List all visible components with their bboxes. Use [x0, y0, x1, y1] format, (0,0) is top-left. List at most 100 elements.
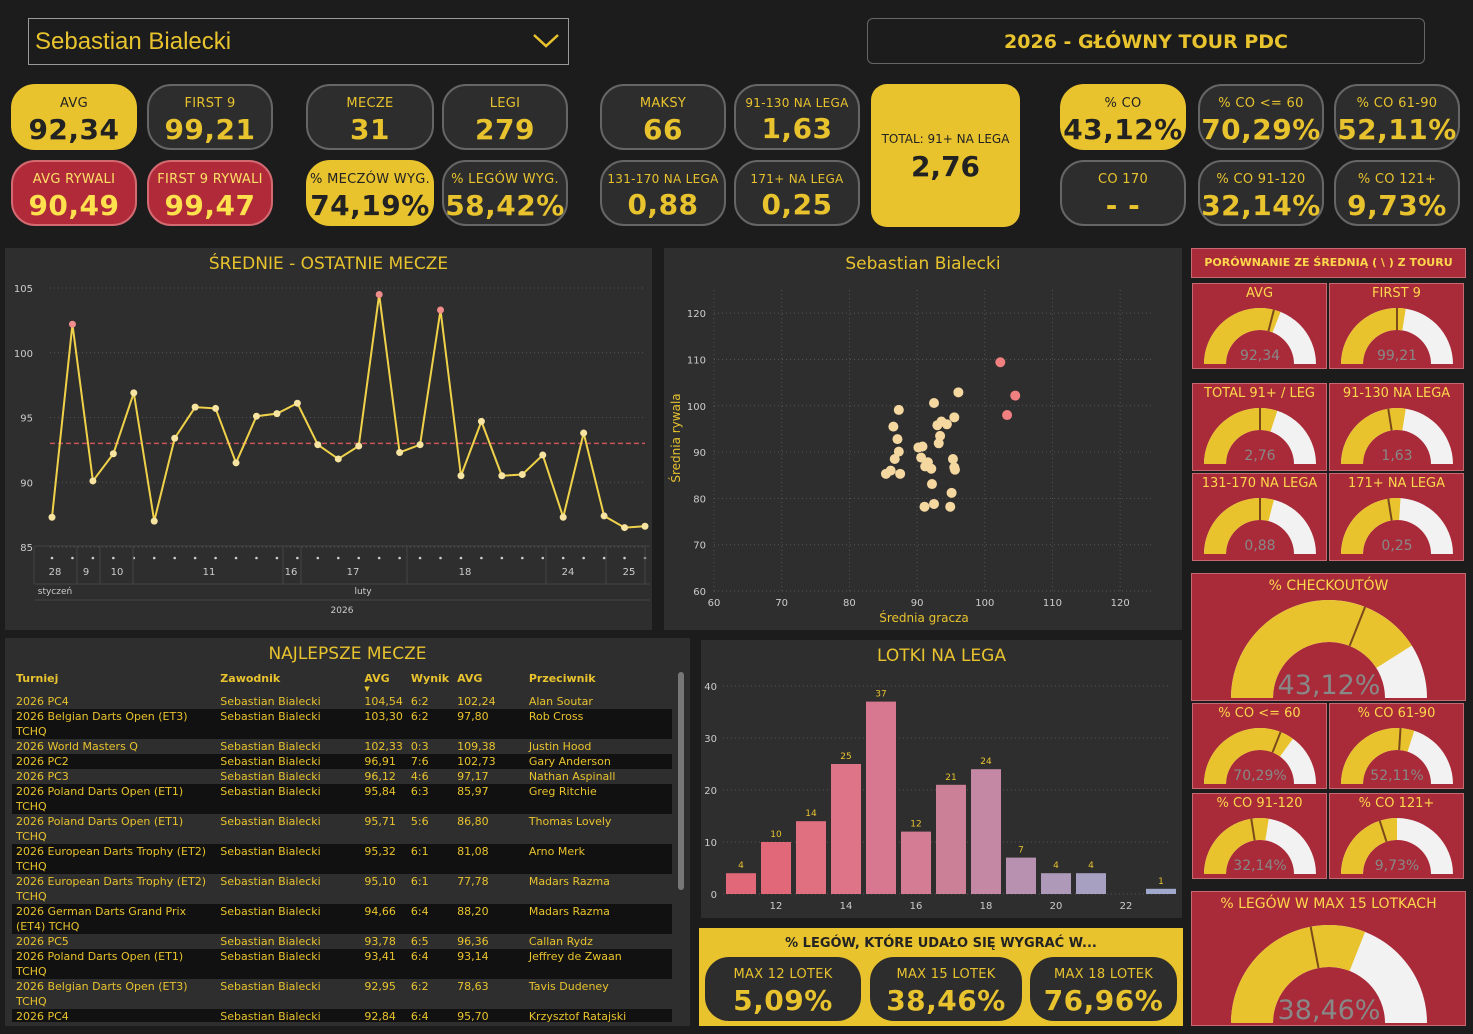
data-point[interactable] [48, 513, 56, 521]
table-row[interactable]: 2026 PC2 Sebastian Bialecki 96,91 7:6 102,73… [12, 754, 672, 769]
scatter-point[interactable] [929, 498, 939, 509]
bar[interactable] [796, 821, 826, 894]
scatter-point[interactable] [920, 461, 931, 472]
scatter-point[interactable] [933, 438, 944, 449]
data-point[interactable] [130, 389, 138, 397]
bar[interactable] [1041, 873, 1071, 894]
gauge-label: 171+ NA LEGA [1347, 476, 1445, 491]
data-point[interactable] [252, 412, 260, 420]
column-header[interactable]: Turniej [16, 672, 59, 685]
table-row[interactable]: 2026 PC4 Sebastian Bialecki 104,54 6:2 102,2… [12, 694, 672, 709]
scatter-point[interactable] [995, 357, 1006, 368]
bar[interactable] [761, 842, 791, 894]
table-row[interactable]: 2026 Belgian Darts Open (ET3) TCHQ Sebast… [12, 709, 672, 739]
scatter-point[interactable] [929, 397, 939, 408]
bar[interactable] [1146, 888, 1176, 894]
table-row[interactable]: 2026 World Masters Q Sebastian Bialecki 10… [12, 739, 672, 754]
win-max12: MAX 12 LOTEK 5,09% [705, 957, 861, 1021]
scatter-point[interactable] [917, 441, 928, 452]
column-header[interactable]: Wynik [410, 672, 450, 685]
scatter-point[interactable] [888, 421, 899, 432]
table-row[interactable]: 2026 Poland Darts Open (ET1) TCHQ Sebasti… [12, 949, 672, 979]
scatter-point[interactable] [941, 419, 952, 430]
scatter-point[interactable] [892, 434, 903, 445]
bar[interactable] [831, 764, 861, 894]
scatter-point[interactable] [947, 454, 958, 465]
chevron-down-icon[interactable] [532, 31, 560, 51]
scatter-point[interactable] [945, 501, 956, 512]
scatter-point[interactable] [1002, 410, 1013, 421]
data-point[interactable] [498, 472, 506, 480]
table-row[interactable]: 2026 European Darts Trophy (ET2) TCHQ Seb… [12, 844, 672, 874]
tick-dot [193, 556, 197, 560]
line-chart: 105 100 95 90 85 28 9 10 11 16 17 18 24 25 styczeń luty… [14, 284, 650, 616]
data-point[interactable] [416, 441, 424, 449]
gauge-fill [1231, 925, 1366, 1023]
bar[interactable] [971, 769, 1001, 894]
data-point[interactable] [621, 524, 629, 532]
data-point[interactable] [232, 459, 240, 467]
data-point[interactable] [212, 404, 220, 412]
data-point[interactable] [150, 517, 158, 525]
table-cell: 96,12 [364, 770, 396, 783]
scatter-point[interactable] [949, 412, 960, 423]
scatter-point[interactable] [946, 487, 957, 498]
column-header[interactable]: AVG [457, 672, 483, 685]
scatter-point[interactable] [895, 468, 906, 479]
data-point[interactable] [68, 320, 76, 328]
bar[interactable] [901, 831, 931, 894]
data-point[interactable] [641, 522, 649, 530]
scatter-point[interactable] [880, 468, 891, 479]
scatter-point[interactable] [893, 404, 904, 415]
data-point[interactable] [375, 290, 383, 298]
bar[interactable] [1006, 857, 1036, 894]
bar[interactable] [936, 784, 966, 894]
table-row[interactable]: 2026 Belgian Darts Open (ET3) TCHQ Sebast… [12, 979, 672, 1009]
data-point[interactable] [396, 448, 404, 456]
scatter-point[interactable] [893, 446, 904, 457]
table-row[interactable]: 2026 Poland Darts Open (ET1) TCHQ Sebasti… [12, 814, 672, 844]
scatter-point[interactable] [919, 501, 930, 512]
scrollbar[interactable] [678, 672, 684, 890]
data-point[interactable] [273, 410, 281, 418]
bar[interactable] [726, 873, 756, 894]
gauge-target-marker [1271, 731, 1282, 753]
column-header[interactable]: Przeciwnik [528, 672, 596, 685]
table-row[interactable]: 2026 PC3 Sebastian Bialecki 96,12 4:6 97,17 N… [12, 769, 672, 784]
sort-desc-icon[interactable]: ▼ [364, 685, 370, 693]
bar[interactable] [1076, 873, 1106, 894]
table-row[interactable]: 2026 Poland Darts Open (ET1) TCHQ Sebasti… [12, 784, 672, 814]
data-point[interactable] [559, 513, 567, 521]
data-point[interactable] [580, 429, 588, 437]
data-point[interactable] [314, 441, 322, 449]
column-header[interactable]: AVG ▼ [360, 672, 407, 694]
data-point[interactable] [109, 450, 117, 458]
data-point[interactable] [89, 477, 97, 485]
data-point[interactable] [191, 403, 199, 411]
data-point[interactable] [518, 470, 526, 478]
scatter-point[interactable] [1010, 390, 1021, 401]
data-point[interactable] [171, 434, 179, 442]
scatter-point[interactable] [949, 464, 960, 475]
tour-title-box: 2026 - GŁÓWNY TOUR PDC [867, 18, 1425, 64]
data-point[interactable] [293, 399, 301, 407]
player-dropdown[interactable]: Sebastian Bialecki [28, 18, 569, 65]
data-point[interactable] [539, 451, 547, 459]
scatter-point[interactable] [935, 430, 946, 441]
data-point[interactable] [437, 306, 445, 314]
bar-value-label: 4 [1088, 861, 1094, 871]
data-point[interactable] [355, 442, 363, 450]
data-point[interactable] [477, 417, 485, 425]
table-row[interactable]: 2026 PC4 Sebastian Bialecki 92,84 6:4 95,70 K… [12, 1009, 672, 1022]
scatter-point[interactable] [953, 387, 964, 398]
data-point[interactable] [600, 512, 608, 520]
table-row[interactable]: 2026 European Darts Trophy (ET2) TCHQ Seb… [12, 874, 672, 904]
bar[interactable] [866, 701, 896, 894]
column-header[interactable]: Zawodnik [220, 672, 281, 685]
table-row[interactable]: 2026 PC5 Sebastian Bialecki 93,78 6:5 96,36 C… [12, 934, 672, 949]
scatter-point[interactable] [926, 479, 937, 490]
scatter-point[interactable] [889, 454, 900, 465]
data-point[interactable] [457, 472, 465, 480]
table-row[interactable]: 2026 German Darts Grand Prix (ET4) TCHQ S… [12, 904, 672, 934]
data-point[interactable] [334, 455, 342, 463]
